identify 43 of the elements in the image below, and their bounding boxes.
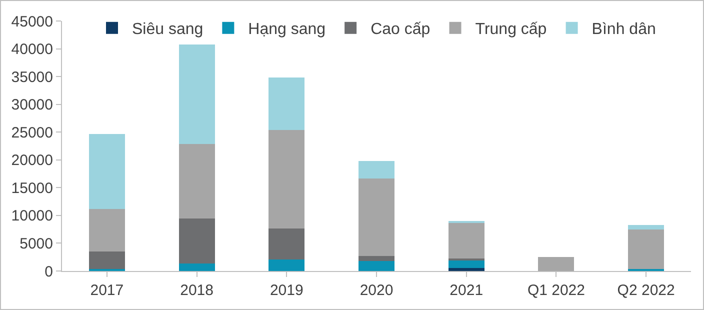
bar [628,230,664,269]
y-tick-label: 35000 [11,68,53,86]
bar [448,268,484,271]
legend-label: Siêu sang [132,21,204,38]
bar [178,144,215,218]
bar [268,260,305,271]
bar [178,44,215,144]
x-tick-label: 2021 [450,282,484,299]
x-tick-label: 2020 [360,282,394,299]
bar [448,260,484,268]
x-tick-label: Q1 2022 [527,282,585,299]
y-tick-label: 45000 [11,13,53,30]
legend-label: Cao cấp [370,21,430,38]
y-tick-label: 30000 [11,96,53,114]
bar [268,228,305,260]
bar [448,222,484,258]
x-tick-label: 2017 [90,282,124,299]
bar [358,256,394,262]
bar [628,225,664,230]
x-tick-label: 2018 [180,282,214,299]
bar [268,77,305,130]
bar [88,208,125,252]
bar [358,161,394,178]
bar [178,263,215,271]
bar [538,257,574,271]
y-tick-label: 40000 [11,41,53,58]
x-tick-label: 2019 [270,282,304,299]
y-tick-label: 0 [44,263,53,280]
y-tick-label: 10000 [11,208,53,225]
bar [358,178,394,256]
legend-label: Trung cấp [475,21,547,38]
y-tick-label: 5000 [20,235,53,252]
y-tick-label: 20000 [11,152,53,170]
legend-label: Bình dân [592,21,656,38]
bar [88,134,125,209]
y-tick-label: 15000 [11,180,53,197]
y-tick-label: 25000 [11,124,53,142]
x-tick-label: Q2 2022 [617,282,675,299]
legend-label: Hạng sang [248,21,326,38]
bar [178,218,215,264]
bar [268,130,305,229]
bar [358,261,394,271]
bar [88,252,125,269]
